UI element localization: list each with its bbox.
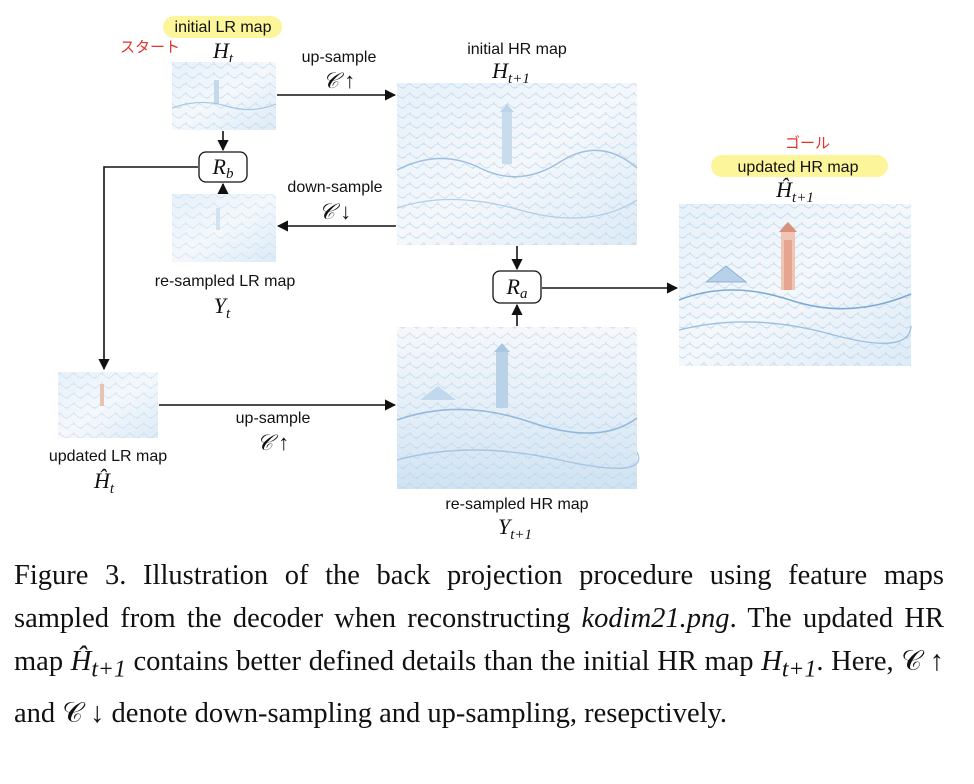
caption-filename: kodim21.png — [581, 603, 730, 634]
downsample-symbol: 𝒞 ↓ — [319, 199, 352, 224]
svg-text:Ra: Ra — [506, 274, 528, 302]
downsample-label: down-sample — [287, 179, 382, 196]
resampled-lr-map-label: re-sampled LR map — [155, 273, 296, 290]
updated-hr-map-label: updated HR map — [738, 159, 859, 176]
arrow-rb-to-updated-lr — [98, 166, 198, 371]
goal-label: ゴール — [785, 134, 830, 152]
updated-hr-map-symbol: Ĥt+1 — [775, 177, 814, 206]
resampled-lr-map-symbol: Yt — [214, 293, 231, 322]
initial-lr-map-image — [171, 62, 277, 130]
highlight-initial-lr — [163, 16, 282, 38]
upsample-bottom-label: up-sample — [236, 410, 311, 427]
highlight-updated-hr — [711, 155, 888, 177]
start-label: スタート — [120, 38, 180, 56]
initial-lr-map-label: initial LR map — [175, 19, 272, 36]
resampled-hr-map-label: re-sampled HR map — [445, 496, 588, 513]
updated-lr-map-image — [58, 372, 158, 438]
initial-hr-map-image — [396, 83, 638, 245]
caption-sub-2: t+1 — [781, 656, 817, 683]
resampled-hr-map-image — [396, 327, 640, 489]
initial-hr-map-label: initial HR map — [467, 41, 567, 58]
caption-part-4: . Here, 𝒞 ↑ and 𝒞 ↓ denote down-sampling… — [14, 646, 944, 729]
ra-node: Ra — [492, 270, 542, 304]
svg-text:Rb: Rb — [212, 154, 234, 182]
caption-sub-1: t+1 — [91, 656, 126, 683]
rb-node: Rb — [198, 151, 248, 183]
caption-symbol-1: Ĥ — [70, 646, 92, 677]
updated-lr-map-label: updated LR map — [49, 448, 167, 465]
updated-hr-map-image — [678, 204, 912, 366]
caption-part-3: contains better defined details than the… — [125, 646, 762, 677]
updated-lr-map-symbol: Ĥt — [93, 468, 115, 497]
upsample-top-symbol: 𝒞 ↑ — [323, 68, 356, 93]
caption-part-1: Figure 3. Illustration of the back proje… — [14, 560, 944, 634]
figure-caption: Figure 3. Illustration of the back proje… — [14, 554, 944, 735]
caption-symbol-2: H — [761, 646, 782, 677]
resampled-lr-map-image — [172, 194, 276, 262]
resampled-hr-map-symbol: Yt+1 — [498, 514, 532, 543]
upsample-bottom-symbol: 𝒞 ↑ — [257, 430, 290, 455]
upsample-top-label: up-sample — [302, 49, 377, 66]
initial-hr-map-symbol: Ht+1 — [491, 58, 530, 87]
back-projection-diagram: スタート ゴール initial LR map Ht initial HR ma… — [49, 16, 912, 543]
caption-part-2: . The updated HR map — [14, 603, 944, 677]
initial-lr-map-symbol: Ht — [212, 38, 234, 67]
